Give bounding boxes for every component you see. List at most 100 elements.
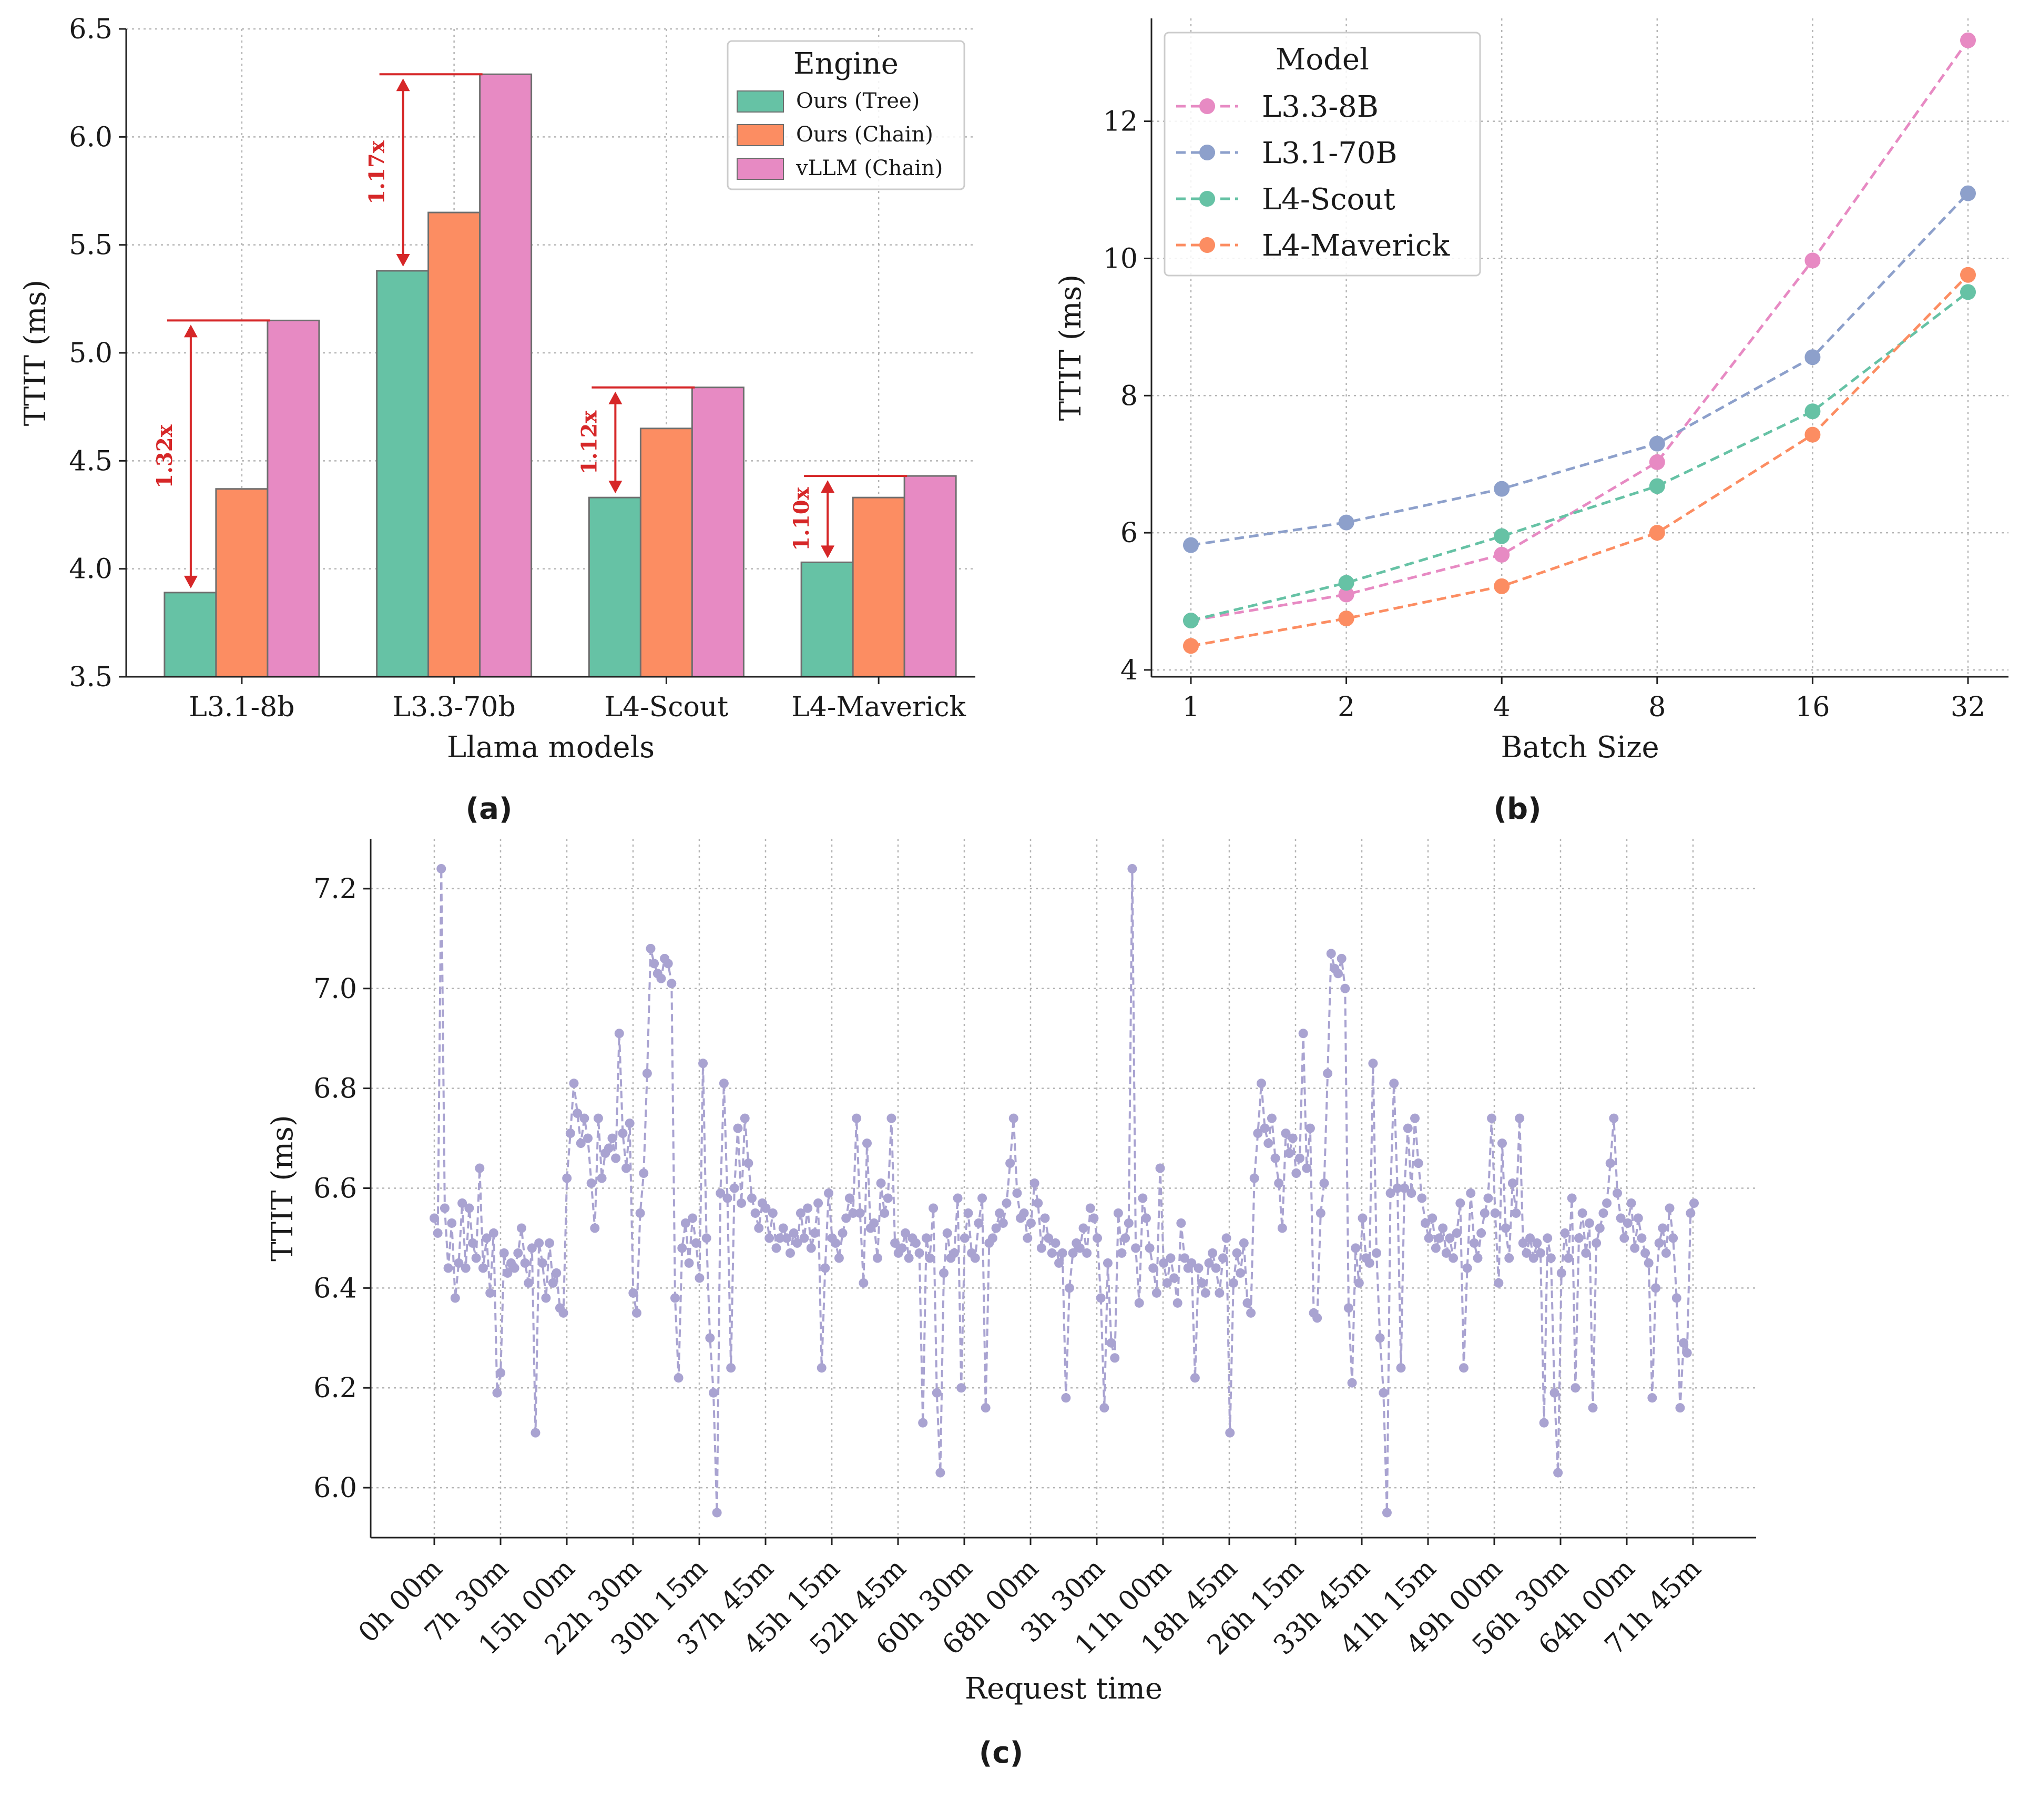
point-ttit-84	[722, 1193, 732, 1203]
ylabel-b: TTIT (ms)	[1054, 274, 1088, 421]
point-ttit-10	[464, 1203, 474, 1213]
point-ttit-76	[695, 1273, 705, 1283]
point-ttit-210	[1162, 1278, 1172, 1288]
ytick-label-a-1: 4.0	[69, 554, 113, 585]
point-l3-1-70b-bs-32	[1960, 185, 1976, 201]
ytick-label-a-6: 6.5	[69, 14, 113, 45]
point-l3-3-8b-bs-16	[1804, 252, 1821, 269]
point-ttit-234	[1246, 1308, 1256, 1318]
point-ttit-334	[1595, 1223, 1605, 1233]
bar-ours-chain--l3.1-8b	[215, 488, 269, 678]
legend-label-b-1: L3.1-70B	[1262, 136, 1398, 170]
point-ttit-256	[1323, 1069, 1333, 1079]
point-ttit-174	[1036, 1243, 1046, 1253]
point-ttit-90	[743, 1158, 753, 1168]
point-l4-scout-bs-4	[1494, 528, 1510, 544]
speedup-arrow-head-top-1	[396, 78, 410, 91]
point-ttit-220	[1197, 1278, 1207, 1288]
xtick-label-b-4: 16	[1795, 692, 1830, 723]
point-ttit-307	[1501, 1223, 1511, 1233]
point-ttit-250	[1302, 1163, 1312, 1173]
point-ttit-44	[583, 1133, 593, 1143]
point-ttit-208	[1155, 1163, 1165, 1173]
legend-label-b-3: L4-Maverick	[1262, 229, 1450, 263]
point-ttit-19	[496, 1368, 506, 1378]
legend-label-a-0: Ours (Tree)	[796, 89, 920, 113]
point-l4-maverick-bs-2	[1338, 611, 1354, 627]
point-ttit-179	[1054, 1258, 1064, 1268]
point-ttit-60	[639, 1168, 649, 1178]
point-ttit-296	[1462, 1263, 1472, 1273]
point-ttit-128	[876, 1178, 886, 1188]
point-ttit-69	[670, 1293, 680, 1303]
legend-title-a: Engine	[793, 47, 899, 81]
point-ttit-86	[729, 1183, 739, 1193]
speedup-arrow-head-top-2	[608, 391, 623, 404]
point-ttit-89	[740, 1113, 750, 1123]
xtick-label-a-1: L3.3-70b	[392, 692, 515, 723]
xlabel-a: Llama models	[447, 730, 655, 765]
point-ttit-102	[785, 1248, 795, 1258]
point-ttit-56	[625, 1119, 635, 1128]
point-ttit-14	[478, 1263, 488, 1273]
point-ttit-268	[1364, 1258, 1374, 1268]
legend-title-b: Model	[1276, 43, 1369, 77]
legend-swatch-a-0	[737, 90, 784, 113]
point-ttit-223	[1208, 1248, 1218, 1258]
point-ttit-279	[1403, 1123, 1413, 1133]
point-ttit-88	[737, 1198, 747, 1208]
point-ttit-237	[1256, 1079, 1266, 1089]
point-ttit-73	[684, 1258, 694, 1268]
point-ttit-134	[897, 1243, 907, 1253]
point-ttit-254	[1316, 1208, 1325, 1218]
point-ttit-290	[1441, 1248, 1451, 1258]
point-ttit-314	[1525, 1233, 1535, 1243]
point-ttit-93	[754, 1223, 764, 1233]
point-ttit-317	[1535, 1248, 1545, 1258]
ytick-label-c-1: 6.2	[313, 1372, 357, 1404]
point-ttit-312	[1518, 1238, 1528, 1248]
point-ttit-139	[914, 1248, 924, 1258]
point-ttit-6	[450, 1293, 460, 1303]
point-ttit-331	[1584, 1218, 1594, 1228]
point-ttit-59	[635, 1208, 645, 1218]
point-ttit-118	[841, 1213, 851, 1223]
point-ttit-293	[1452, 1228, 1462, 1238]
speedup-label-0: 1.32x	[152, 424, 177, 488]
point-ttit-67	[663, 959, 673, 969]
point-ttit-292	[1449, 1253, 1459, 1263]
point-ttit-298	[1469, 1238, 1479, 1248]
point-ttit-107	[803, 1203, 813, 1213]
point-ttit-282	[1413, 1158, 1423, 1168]
point-ttit-233	[1242, 1298, 1252, 1308]
point-ttit-333	[1592, 1238, 1602, 1248]
point-ttit-41	[573, 1109, 583, 1119]
bar-ours-tree--l4-maverick	[800, 561, 854, 678]
point-ttit-284	[1420, 1218, 1430, 1228]
bar-vllm-chain--l4-scout	[691, 387, 745, 678]
point-ttit-196	[1113, 1208, 1123, 1218]
xtick-label-b-1: 2	[1338, 692, 1355, 723]
point-ttit-43	[579, 1113, 589, 1123]
legend-label-a-1: Ours (Chain)	[796, 123, 933, 147]
point-ttit-55	[621, 1163, 631, 1173]
point-ttit-247	[1291, 1168, 1301, 1178]
point-ttit-275	[1389, 1079, 1399, 1089]
point-ttit-219	[1194, 1263, 1204, 1273]
legend-label-b-2: L4-Scout	[1262, 182, 1395, 217]
ytick-label-c-4: 6.8	[313, 1073, 357, 1105]
point-ttit-39	[565, 1128, 575, 1138]
point-ttit-193	[1103, 1258, 1113, 1268]
point-ttit-173	[1033, 1198, 1043, 1208]
point-ttit-157	[977, 1193, 987, 1203]
point-ttit-176	[1044, 1233, 1054, 1243]
point-ttit-166	[1008, 1113, 1018, 1123]
point-ttit-266	[1358, 1213, 1368, 1223]
point-ttit-186	[1078, 1223, 1088, 1233]
point-ttit-264	[1351, 1243, 1361, 1253]
bar-vllm-chain--l4-maverick	[903, 475, 957, 678]
point-ttit-195	[1110, 1353, 1120, 1363]
point-ttit-160	[987, 1233, 997, 1243]
